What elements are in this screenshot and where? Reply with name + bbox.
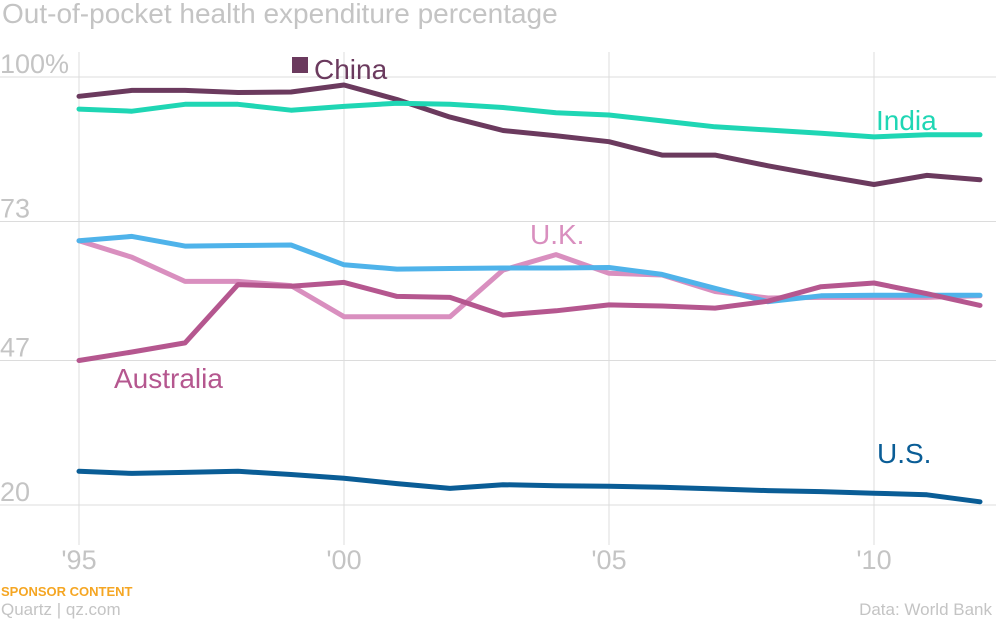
series-line-india	[76, 100, 983, 140]
data-source: Data: World Bank	[859, 600, 992, 619]
axes: 100% 73 47 20 '95 '00 '05 '10	[0, 49, 892, 575]
chart-title: Out-of-pocket health expenditure percent…	[2, 0, 558, 29]
x-tick-label: '10	[856, 545, 891, 575]
series-line-australia	[76, 279, 983, 363]
series-label-us: U.S.	[877, 438, 931, 469]
x-tick-label: '95	[61, 545, 96, 575]
series-lines	[76, 82, 983, 505]
series-line-u-s	[76, 468, 983, 505]
series-label-india: India	[876, 105, 937, 136]
brand-credit: Quartz | qz.com	[1, 600, 121, 619]
sponsor-content-tag: SPONSOR CONTENT	[1, 584, 133, 599]
series-line-china	[76, 82, 983, 187]
y-tick-label: 47	[0, 333, 30, 363]
china-legend-swatch	[292, 57, 308, 73]
y-tick-label: 73	[0, 193, 30, 223]
y-tick-label: 100%	[0, 49, 69, 79]
series-label-uk: U.K.	[530, 219, 584, 250]
grid	[0, 52, 996, 545]
series-line-series-3	[76, 233, 983, 305]
series-label-australia: Australia	[114, 363, 223, 394]
series-labels: China India U.K. Australia U.S.	[114, 54, 937, 469]
series-line-u-k	[76, 238, 983, 320]
y-tick-label: 20	[0, 477, 30, 507]
x-tick-label: '05	[591, 545, 626, 575]
series-label-china: China	[314, 54, 388, 85]
x-tick-label: '00	[326, 545, 361, 575]
